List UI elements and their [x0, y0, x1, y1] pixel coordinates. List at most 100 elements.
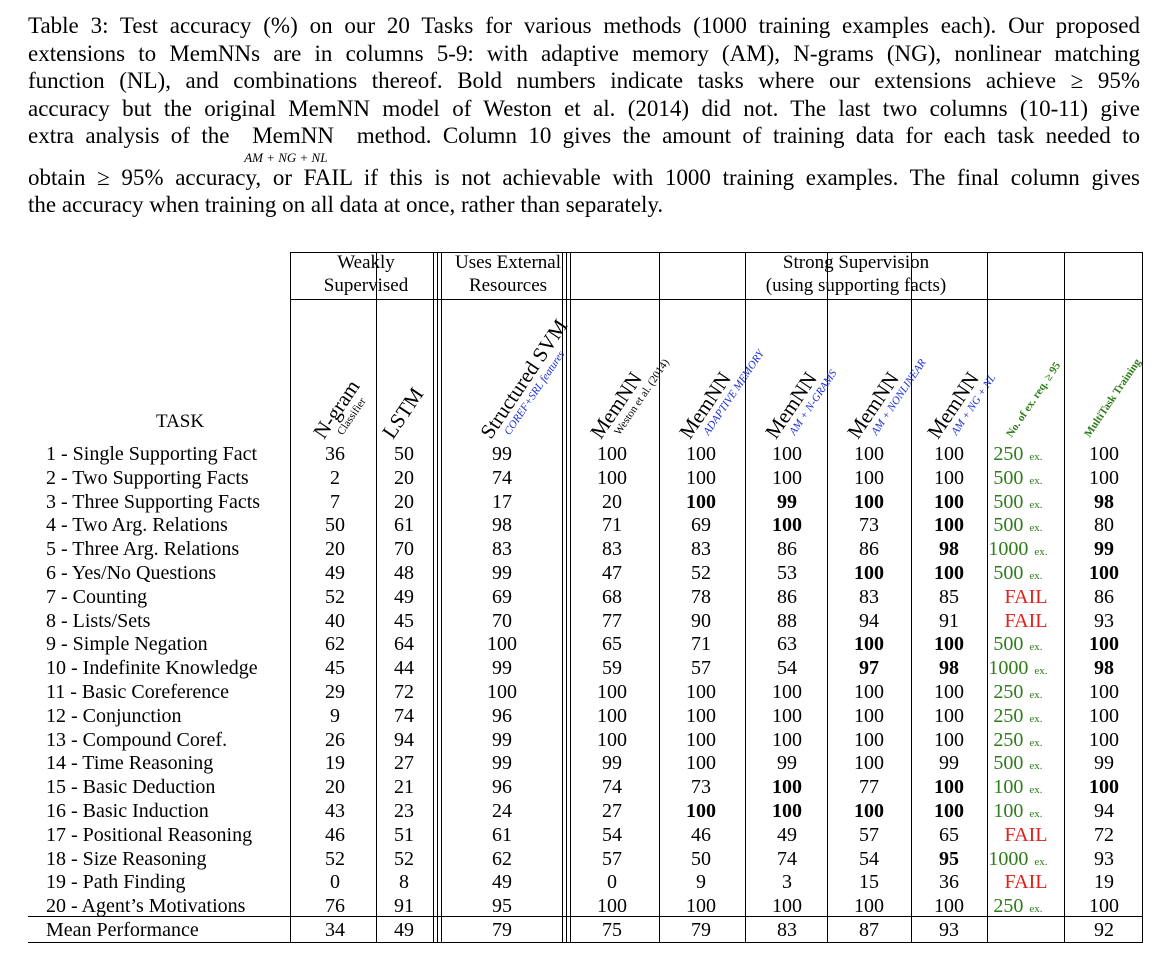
- table-cell: 74: [777, 847, 797, 870]
- table-cell: 250 ex.: [993, 895, 1043, 918]
- table-cell: 76: [325, 895, 345, 918]
- examples-unit: ex.: [1029, 784, 1043, 797]
- table-cell: 99: [492, 752, 512, 775]
- task-label: 8 - Lists/Sets: [46, 609, 151, 632]
- table-cell: 100: [854, 800, 884, 822]
- caption-memnn: MemNN: [252, 123, 334, 148]
- table-cell: 100: [1089, 728, 1119, 751]
- mean-cell: 93: [939, 919, 959, 941]
- table-cell: 100: [854, 752, 884, 775]
- table-cell: 99: [777, 490, 797, 513]
- rule-vertical-2: [433, 252, 434, 943]
- table-cell: 100: [854, 466, 884, 489]
- table-cell: 83: [691, 538, 711, 561]
- caption-line-6: obtain ≥ 95% accuracy, or FAIL if this i…: [28, 164, 1140, 190]
- table-cell: 54: [602, 823, 622, 846]
- table-cell: 100: [934, 895, 964, 918]
- table-cell: 43: [325, 800, 345, 822]
- table-cell: 100: [854, 490, 884, 513]
- table-cell: 94: [1094, 800, 1114, 822]
- table-cell: 100: [686, 704, 716, 727]
- table-cell: 100: [597, 728, 627, 751]
- group-strong-supervision: Strong Supervision (using supporting fac…: [570, 251, 1142, 297]
- task-label: 13 - Compound Coref.: [46, 728, 228, 751]
- table-cell: 250 ex.: [993, 443, 1043, 465]
- examples-unit: ex.: [1029, 736, 1043, 749]
- task-label: 12 - Conjunction: [46, 704, 182, 727]
- table-cell: 99: [492, 728, 512, 751]
- task-label: 16 - Basic Induction: [46, 800, 209, 822]
- mean-cell: 49: [394, 919, 414, 941]
- table-cell: 100: [1089, 776, 1119, 799]
- table-cell: 46: [691, 823, 711, 846]
- table-cell: 29: [325, 681, 345, 703]
- table-cell: 61: [394, 514, 414, 537]
- table-cell: 100: [686, 800, 716, 822]
- table-cell: 64: [394, 633, 414, 656]
- table-cell: 49: [394, 585, 414, 608]
- table-cell: 51: [394, 823, 414, 846]
- table-cell: 90: [691, 609, 711, 632]
- task-label: 3 - Three Supporting Facts: [46, 490, 261, 513]
- mean-cell: 83: [777, 919, 797, 941]
- table-cell: 100: [686, 752, 716, 775]
- table-cell: 65: [939, 823, 959, 846]
- group-strong-subtitle: (using supporting facts): [765, 275, 947, 296]
- table-cell: 100: [597, 681, 627, 703]
- table-cell: 47: [602, 562, 622, 584]
- table-cell: 98: [1094, 490, 1114, 513]
- examples-unit: ex.: [1029, 760, 1043, 773]
- table-cell: 86: [859, 538, 879, 561]
- table-cell: 50: [691, 847, 711, 870]
- table-cell: 23: [394, 800, 414, 822]
- table-cell: 100: [686, 895, 716, 918]
- table-cell: 83: [492, 538, 512, 561]
- column-header-2-title: LSTM: [377, 383, 429, 443]
- table-cell: 44: [394, 657, 414, 680]
- table-cell: 100: [772, 728, 802, 751]
- rule-vertical-8: [659, 252, 660, 943]
- examples-unit: ex.: [1029, 451, 1043, 463]
- table-cell: 250 ex.: [993, 681, 1043, 703]
- caption-line-4: accuracy but the original MemNN model of…: [28, 95, 1140, 121]
- table-cell: 99: [1094, 538, 1114, 561]
- table-cell: 54: [777, 657, 797, 680]
- task-label: 7 - Counting: [46, 585, 148, 608]
- table-cell: 100: [772, 514, 802, 537]
- table-cell: 100: [1089, 633, 1119, 656]
- table-cell: 57: [691, 657, 711, 680]
- table-cell: 9: [330, 704, 340, 727]
- table-cell: 94: [394, 728, 414, 751]
- table-cell: 100: [854, 728, 884, 751]
- column-header-3-title: Structured SVM: [475, 314, 573, 443]
- table-cell: 99: [602, 752, 622, 775]
- table-cell: 95: [492, 895, 512, 918]
- table-cell: 21: [394, 776, 414, 799]
- column-header-10: MultiTask Training: [1078, 354, 1148, 442]
- examples-unit: ex.: [1029, 522, 1043, 535]
- rule-vertical-13: [1064, 252, 1065, 943]
- table-cell: 49: [325, 562, 345, 584]
- table-cell: 57: [859, 823, 879, 846]
- table-cell: 100: [854, 443, 884, 465]
- table-cell: 96: [492, 776, 512, 799]
- table-cell: 86: [777, 538, 797, 561]
- table-cell: 100: [934, 633, 964, 656]
- table-cell: 97: [859, 657, 879, 680]
- table-cell: 36: [325, 443, 345, 465]
- table-cell: 98: [939, 538, 959, 561]
- table-cell: 100: [1089, 704, 1119, 727]
- table-cell: 70: [492, 609, 512, 632]
- column-header-2: LSTM: [377, 383, 429, 443]
- table-cell: 100: [487, 633, 517, 656]
- column-header-5: MemNN ADAPTIVE MEMORY: [674, 336, 767, 449]
- table-cell: 100: [772, 681, 802, 703]
- table-cell: 100: [1089, 466, 1119, 489]
- caption-label: Table 3:: [28, 13, 109, 38]
- table-cell: 19: [1094, 871, 1114, 894]
- task-label: 19 - Path Finding: [46, 871, 186, 894]
- task-label: 4 - Two Arg. Relations: [46, 514, 228, 537]
- table-cell: 2: [330, 466, 340, 489]
- rule-vertical-4: [441, 252, 442, 943]
- table-cell: 250 ex.: [993, 728, 1043, 751]
